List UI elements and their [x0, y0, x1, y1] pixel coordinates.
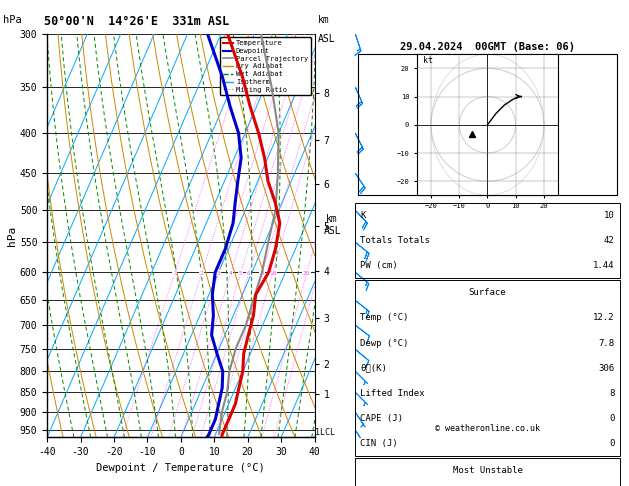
Y-axis label: km
ASL: km ASL: [323, 214, 341, 236]
Text: 3: 3: [216, 271, 220, 276]
Text: 2: 2: [200, 271, 204, 276]
Text: 5: 5: [239, 271, 243, 276]
Text: θᴀ(K): θᴀ(K): [360, 364, 387, 372]
Text: hPa: hPa: [3, 15, 22, 25]
Text: kt: kt: [423, 56, 433, 65]
Text: Lifted Index: Lifted Index: [360, 388, 425, 398]
Text: 7.8: 7.8: [598, 339, 615, 347]
Text: 0: 0: [610, 414, 615, 422]
Text: 6: 6: [247, 271, 251, 276]
Y-axis label: hPa: hPa: [7, 226, 17, 246]
Text: 8: 8: [260, 271, 264, 276]
Bar: [355, 204, 620, 278]
Text: PW (cm): PW (cm): [360, 261, 398, 271]
Text: 0: 0: [610, 438, 615, 448]
Text: 1LCL: 1LCL: [314, 428, 335, 436]
Text: CIN (J): CIN (J): [360, 438, 398, 448]
Text: 10: 10: [604, 211, 615, 221]
Text: ASL: ASL: [318, 34, 335, 44]
Text: 12.2: 12.2: [593, 313, 615, 323]
Text: 306: 306: [598, 364, 615, 372]
Text: 1: 1: [173, 271, 177, 276]
Text: 8: 8: [610, 388, 615, 398]
Text: 29.04.2024  00GMT (Base: 06): 29.04.2024 00GMT (Base: 06): [400, 42, 575, 52]
Text: 50°00'N  14°26'E  331m ASL: 50°00'N 14°26'E 331m ASL: [44, 15, 230, 28]
Text: 4: 4: [229, 271, 233, 276]
Bar: [355, 280, 620, 455]
Bar: [355, 458, 620, 486]
Text: 1.44: 1.44: [593, 261, 615, 271]
Bar: [358, 54, 617, 195]
Text: CAPE (J): CAPE (J): [360, 414, 403, 422]
X-axis label: Dewpoint / Temperature (°C): Dewpoint / Temperature (°C): [96, 463, 265, 473]
Text: K: K: [360, 211, 365, 221]
Text: Totals Totals: Totals Totals: [360, 237, 430, 245]
Text: 20: 20: [303, 271, 311, 276]
Text: Surface: Surface: [469, 289, 506, 297]
Text: km: km: [318, 15, 330, 25]
Text: Most Unstable: Most Unstable: [452, 466, 523, 474]
Legend: Temperature, Dewpoint, Parcel Trajectory, Dry Adiabat, Wet Adiabat, Isotherm, Mi: Temperature, Dewpoint, Parcel Trajectory…: [220, 37, 311, 95]
Text: 10: 10: [269, 271, 276, 276]
Text: 42: 42: [604, 237, 615, 245]
Text: © weatheronline.co.uk: © weatheronline.co.uk: [435, 424, 540, 434]
Text: Temp (°C): Temp (°C): [360, 313, 409, 323]
Text: Dewp (°C): Dewp (°C): [360, 339, 409, 347]
